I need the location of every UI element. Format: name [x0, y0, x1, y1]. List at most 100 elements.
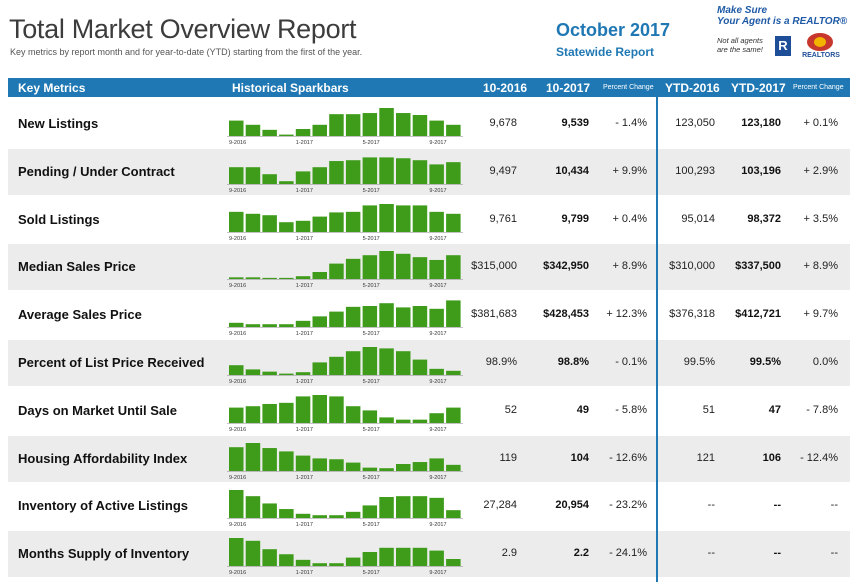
- cell-v2016: 2.9: [501, 547, 517, 560]
- sparkbar-tick-label: 9-2017: [429, 379, 446, 384]
- cell-v2017: 98.8%: [557, 356, 589, 368]
- cell-ytd2016: 51: [702, 403, 715, 416]
- sparkbar: [412, 257, 428, 280]
- cell-v2016: 52: [504, 403, 517, 416]
- sparkbar: [446, 124, 461, 136]
- col-percent-change: Percent Change: [603, 84, 654, 91]
- cell-v2016: 9,497: [489, 164, 517, 177]
- sparkbar: [362, 157, 378, 184]
- sparkbar: [329, 563, 344, 567]
- sparkbar: [262, 503, 277, 519]
- sparkbar-tick-label: 9-2016: [229, 379, 246, 384]
- cell-ytd2017: 98,372: [747, 212, 781, 225]
- sparkbar: [279, 509, 294, 519]
- sparkbar: [229, 365, 244, 375]
- metric-label: Housing Affordability Index: [18, 450, 188, 466]
- sparkbar: [379, 203, 394, 232]
- sparkbar: [412, 496, 428, 519]
- sparkbar: [279, 278, 294, 280]
- sparkbar: [279, 134, 294, 136]
- sparkbar-tick-label: 5-2017: [363, 522, 380, 527]
- sparkbar: [396, 496, 411, 519]
- sparkbar: [229, 538, 244, 567]
- sparkbar: [312, 457, 327, 471]
- cell-ytd-pct: + 3.5%: [803, 212, 838, 225]
- sparkbar-tick-label: 9-2017: [429, 331, 446, 336]
- sparkbar: [446, 213, 461, 232]
- sparkbar: [279, 324, 294, 328]
- cell-v2016: $315,000: [471, 260, 517, 273]
- sparkbar: [229, 277, 244, 280]
- sparkbar: [295, 171, 311, 184]
- cell-pct: + 12.3%: [606, 308, 647, 321]
- cell-ytd-pct: + 0.1%: [803, 117, 838, 129]
- sparkbar-chart: 9-2016 1-2017 5-2017 9-2017: [227, 151, 463, 193]
- sparkbar: [446, 255, 461, 280]
- sparkbar: [412, 204, 428, 232]
- cell-ytd-pct: + 2.9%: [803, 164, 838, 177]
- sparkbar-tick-label: 9-2017: [429, 188, 446, 193]
- sparkbar: [312, 515, 327, 519]
- sparkbar: [362, 347, 378, 375]
- sparkbar: [379, 467, 394, 471]
- cell-v2016: 119: [499, 451, 517, 464]
- sparkbar: [412, 115, 428, 136]
- sparkbar: [446, 464, 461, 471]
- sparkbar: [379, 547, 394, 567]
- cell-v2016: 9,761: [489, 212, 517, 225]
- cell-v2016: 27,284: [483, 499, 517, 512]
- metric-label: Pending / Under Contract: [18, 163, 175, 179]
- cell-ytd2017: $337,500: [735, 260, 781, 273]
- table-row: Sold Listings 9-2016 1-2017 5-2017 9-2017 9,7…: [8, 197, 850, 243]
- sparkbar: [362, 410, 378, 423]
- sparkbar: [362, 552, 378, 567]
- sparkbar: [312, 124, 327, 136]
- sparkbar: [379, 251, 394, 280]
- sparkbar-tick-label: 5-2017: [363, 475, 380, 480]
- sparkbar: [329, 263, 344, 280]
- cell-ytd2017: 106: [762, 451, 781, 464]
- sparkbar: [229, 322, 244, 328]
- table-row: Average Sales Price 9-2016 1-2017 5-2017 9-2…: [8, 292, 850, 338]
- cell-ytd-pct: - 7.8%: [806, 403, 838, 416]
- cell-ytd2016: $376,318: [669, 308, 715, 321]
- sparkbar-tick-label: 5-2017: [363, 188, 380, 193]
- sparkbar: [396, 307, 411, 328]
- sparkbar: [345, 159, 361, 184]
- sparkbar-chart: 9-2016 1-2017 5-2017 9-2017: [227, 438, 463, 480]
- sparkbar-tick-label: 5-2017: [363, 283, 380, 288]
- table-row: New Listings 9-2016 1-2017 5-2017 9-2017 9,67…: [8, 101, 850, 147]
- sparkbar: [229, 407, 244, 423]
- sparkbar-tick-label: 9-2016: [229, 522, 246, 527]
- sparkbar: [345, 462, 361, 471]
- col-key-metrics: Key Metrics: [18, 81, 86, 95]
- cell-ytd-pct: + 8.9%: [803, 260, 838, 273]
- sparkbar: [329, 458, 344, 471]
- sparkbar: [362, 505, 378, 519]
- sparkbar: [379, 497, 394, 519]
- cell-pct: - 1.4%: [615, 117, 647, 129]
- sparkbar: [245, 166, 261, 184]
- sparkbar-tick-label: 9-2017: [429, 570, 446, 575]
- sparkbar-tick-label: 9-2017: [429, 427, 446, 432]
- metric-label: Days on Market Until Sale: [18, 402, 177, 418]
- promo-line-1: Make Sure: [717, 5, 768, 16]
- metric-label: Median Sales Price: [18, 259, 136, 275]
- sparkbar: [429, 211, 444, 232]
- sparkbar: [245, 213, 261, 232]
- cell-ytd2017: 47: [768, 403, 781, 416]
- sparkbar: [362, 255, 378, 280]
- sparkbar: [295, 276, 311, 280]
- promo-line-3: Not all agents are the same!: [717, 36, 763, 54]
- sparkbar: [245, 324, 261, 328]
- sparkbar: [429, 164, 444, 184]
- sparkbar: [312, 563, 327, 567]
- sparkbar: [329, 160, 344, 184]
- sparkbar: [229, 120, 244, 136]
- sparkbar: [312, 166, 327, 184]
- cell-ytd2016: --: [707, 547, 715, 560]
- metric-label: Months Supply of Inventory: [18, 546, 190, 562]
- cell-v2017: 9,799: [561, 212, 589, 225]
- sparkbar: [345, 211, 361, 232]
- sparkbar-tick-label: 5-2017: [363, 379, 380, 384]
